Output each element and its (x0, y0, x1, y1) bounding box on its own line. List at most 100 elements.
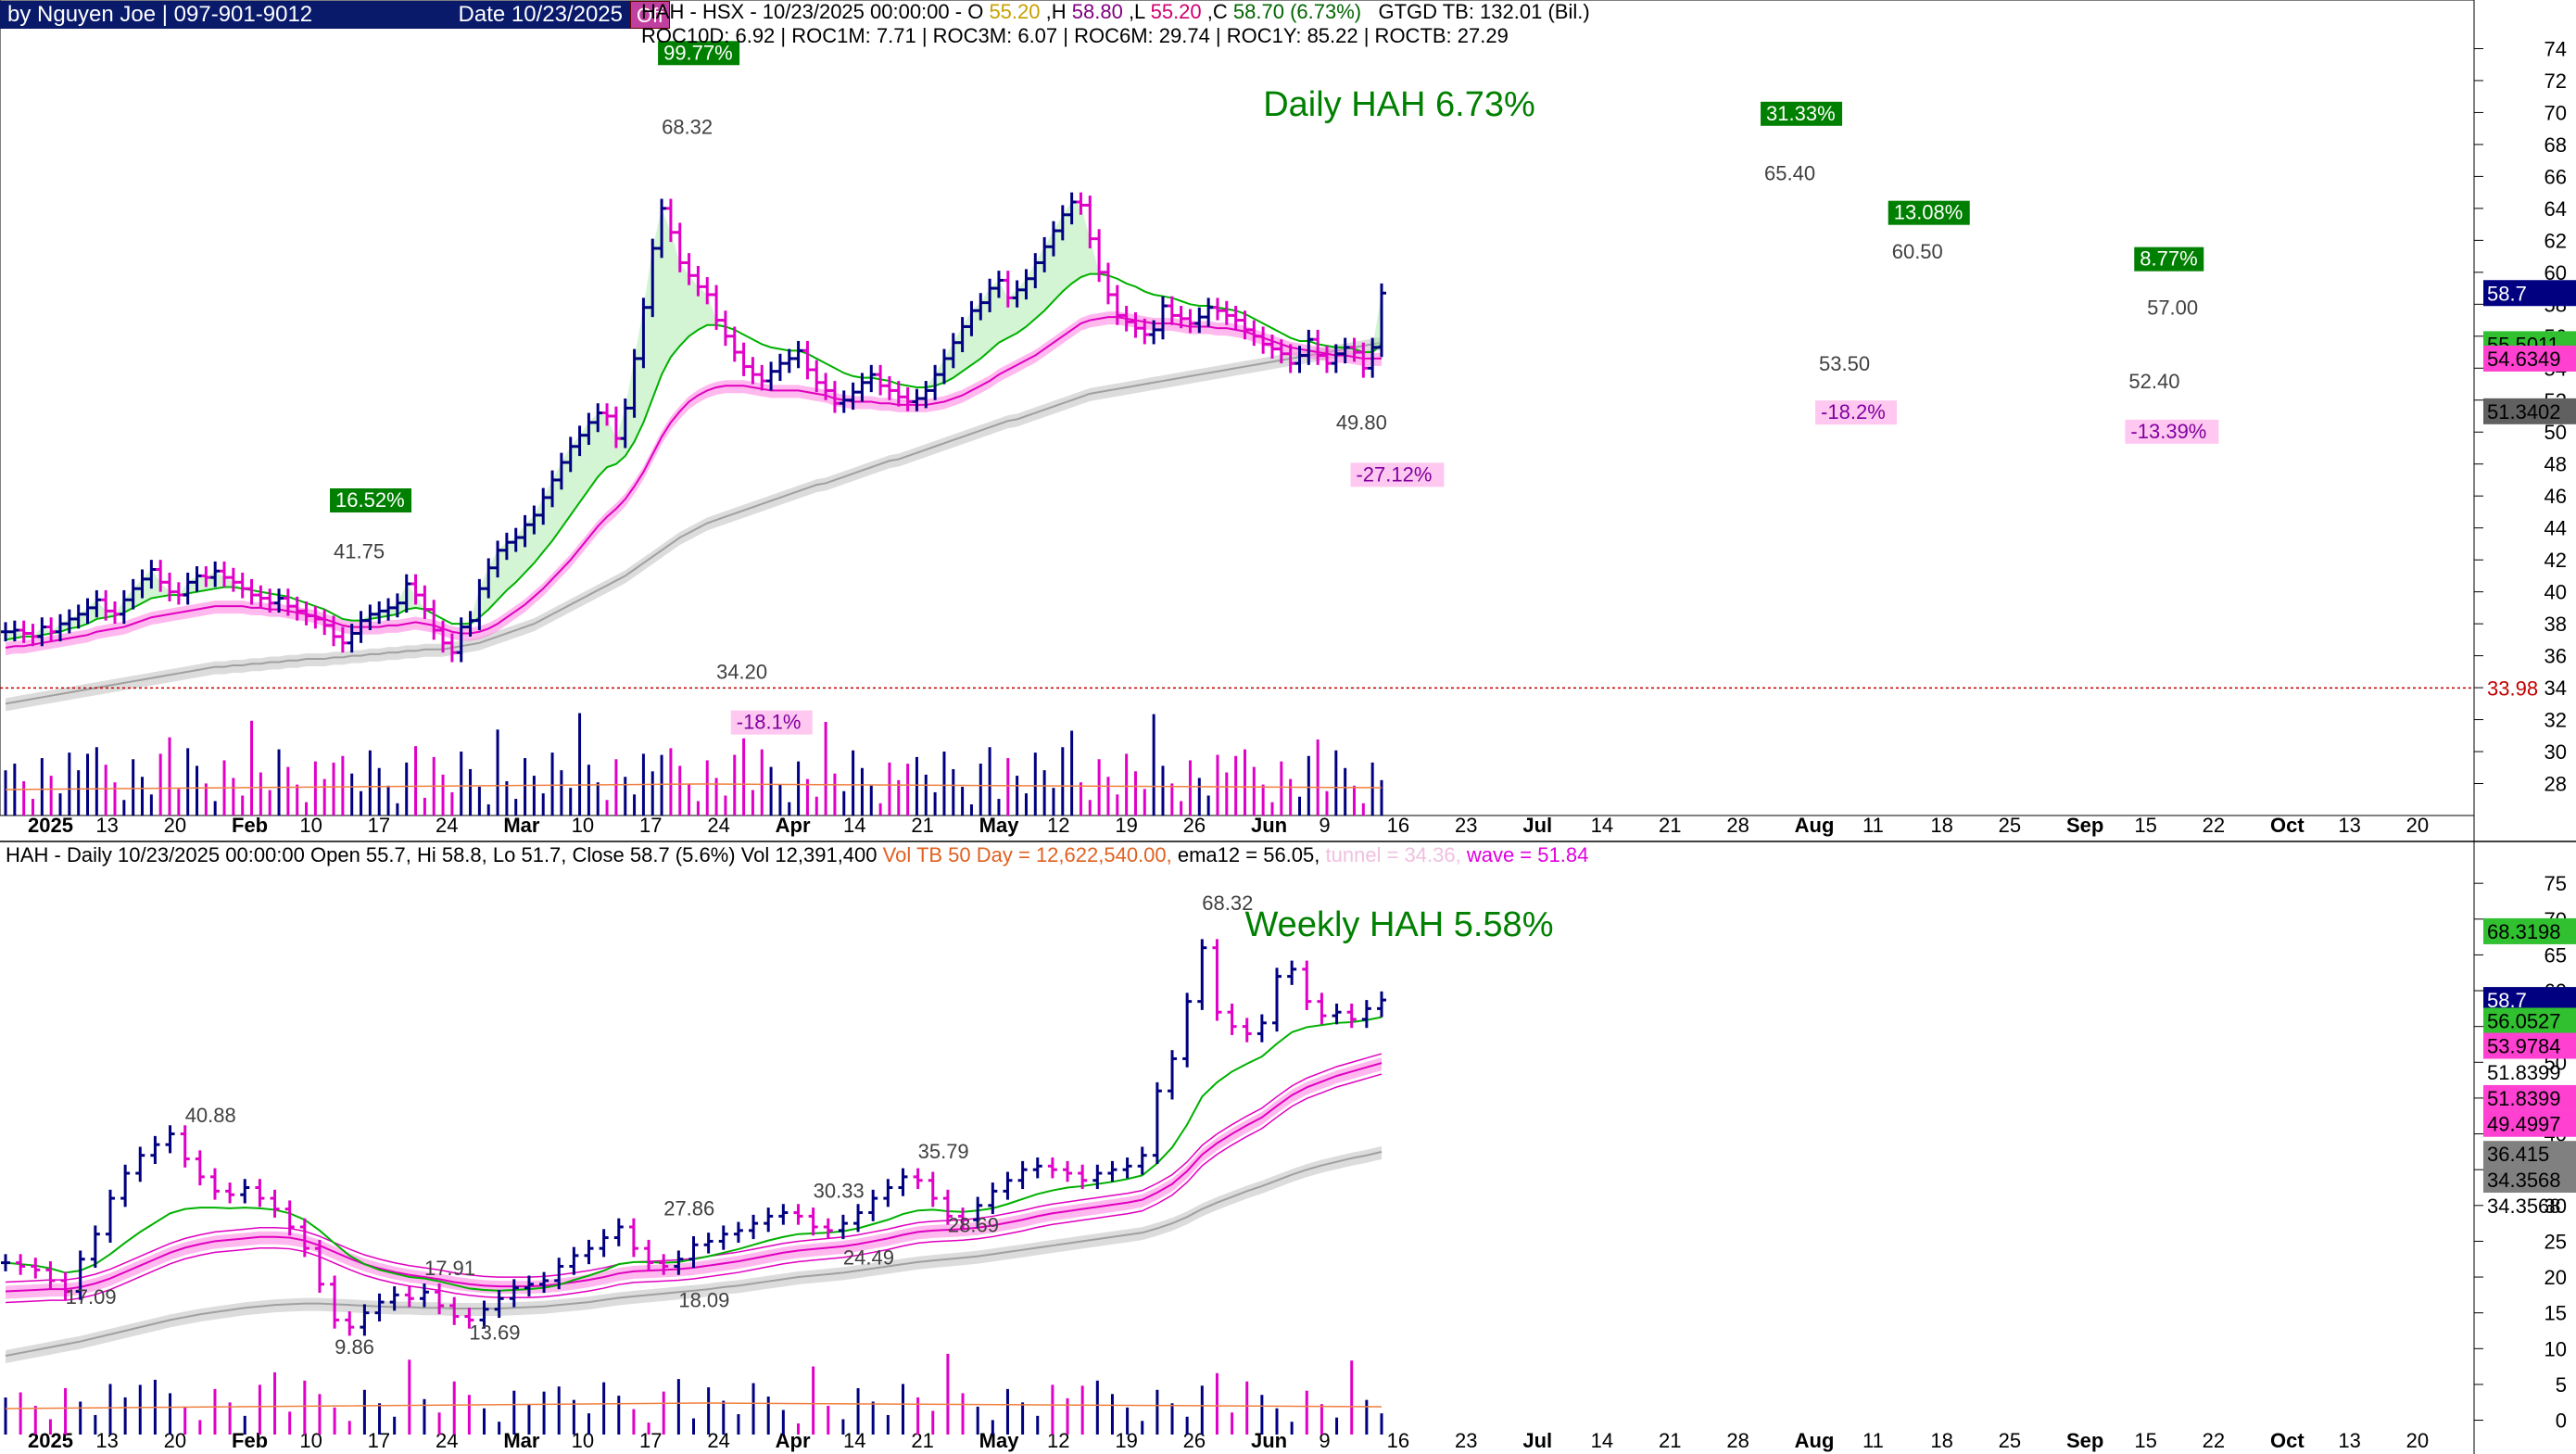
daily-ytick-label: 38 (2544, 613, 2567, 636)
weekly-ytick-label: 75 (2544, 872, 2567, 895)
weekly-value-tag-label: 68.3198 (2487, 920, 2561, 943)
quote-line: HAH - HSX - 10/23/2025 00:00:00 - O 55.2… (641, 0, 1590, 24)
daily-price-annotation: 49.80 (1336, 411, 1387, 435)
author-box: by Nguyen Joe | 097-901-9012 Date 10/23/… (0, 1, 630, 29)
daily-xtick-label: 24 (436, 814, 458, 837)
weekly-wave-edge-line (5, 1073, 1383, 1304)
daily-xtick-label: 14 (1591, 814, 1613, 837)
weekly-value-tag-box (2483, 1007, 2576, 1034)
weekly-xtick-label: 22 (2203, 1429, 2225, 1452)
weekly-price-annotation: 13.69 (469, 1321, 520, 1344)
weekly-xtick-label: 25 (1999, 1429, 2021, 1452)
daily-ytick-label: 42 (2544, 549, 2567, 572)
gtgd-value: GTGD TB: 132.01 (Bil.) (1378, 0, 1590, 23)
daily-pct-callout-label: 13.08% (1894, 201, 1964, 224)
daily-ytick-label: 68 (2544, 133, 2567, 157)
daily-xtick-label: Feb (232, 814, 268, 837)
daily-price-annotation: 65.40 (1764, 162, 1815, 185)
weekly-price-annotation: 17.09 (66, 1285, 117, 1309)
daily-xtick-label: 19 (1115, 814, 1137, 837)
daily-xtick-label: 21 (1659, 814, 1681, 837)
daily-value-tag-box (2483, 398, 2576, 424)
daily-ytick-label: 32 (2544, 709, 2567, 732)
weekly-chart-title: Weekly HAH 5.58% (1245, 905, 1554, 944)
daily-wave-band (6, 311, 1382, 655)
weekly-ytick-label: 25 (2544, 1230, 2567, 1253)
weekly-ytick-label: 0 (2556, 1410, 2567, 1433)
weekly-xtick-label: Jul (1522, 1429, 1552, 1452)
daily-pct-callout-label: 16.52% (335, 488, 405, 512)
daily-price-annotation: 68.32 (662, 115, 713, 138)
weekly-xtick-label: 17 (639, 1429, 662, 1452)
daily-xtick-label: 20 (2406, 814, 2429, 837)
weekly-price-annotation: 24.49 (843, 1245, 894, 1269)
daily-xtick-label: 25 (1999, 814, 2021, 837)
daily-ytick-label: 64 (2544, 197, 2567, 221)
info-vol-tb: Vol TB 50 Day = 12,622,540.00, (882, 843, 1172, 866)
weekly-xtick-label: 13 (2338, 1429, 2360, 1452)
low-label: ,L (1128, 0, 1145, 23)
info-wave: wave = 51.84 (1466, 843, 1589, 866)
weekly-value-tag-label: 36.415 (2487, 1143, 2549, 1166)
daily-xtick-label: 24 (707, 814, 729, 837)
daily-xtick-label: 17 (368, 814, 390, 837)
daily-drawdown-callout-label: -18.1% (737, 711, 802, 734)
daily-pct-callout-box (2134, 247, 2204, 272)
daily-xtick-label: 16 (1387, 814, 1409, 837)
daily-ema-line (5, 272, 1383, 641)
weekly-value-tag-label: 34.3568 (2487, 1195, 2561, 1218)
date-label: Date 10/23/2025 (458, 2, 623, 27)
daily-pct-callout-label: 31.33% (1766, 102, 1836, 125)
daily-volume-avg-line (5, 783, 1383, 790)
daily-ytick-label: 46 (2544, 485, 2567, 508)
weekly-xtick-label: 21 (1659, 1429, 1681, 1452)
weekly-xtick-label: 18 (1930, 1429, 1952, 1452)
weekly-xtick-label: 13 (95, 1429, 118, 1452)
weekly-value-tag-label: 53.9784 (2487, 1035, 2561, 1058)
weekly-xtick-label: May (979, 1429, 1020, 1452)
weekly-volume-avg-line (5, 1402, 1383, 1410)
off-button[interactable]: Off (630, 1, 670, 29)
weekly-price-annotation: 18.09 (678, 1289, 729, 1312)
daily-xtick-label: 13 (2338, 814, 2360, 837)
daily-pct-callout-box (1888, 200, 1970, 225)
weekly-value-tag-label: 51.8399 (2487, 1061, 2561, 1084)
daily-drawdown-callout-label: -13.39% (2130, 420, 2206, 443)
daily-ytick-label: 48 (2544, 453, 2567, 476)
weekly-xtick-label: Mar (503, 1429, 540, 1452)
weekly-price-annotation: 40.88 (185, 1104, 236, 1127)
daily-drawdown-callout-box (730, 710, 813, 735)
daily-ytick-label: 44 (2544, 517, 2567, 540)
daily-xtick-label: 15 (2134, 814, 2156, 837)
open-value: 55.20 (989, 0, 1041, 23)
daily-value-tag-label: 33.98 (2487, 676, 2538, 700)
daily-xtick-label: 20 (164, 814, 186, 837)
daily-price-annotation: 57.00 (2147, 297, 2198, 320)
high-value: 58.80 (1071, 0, 1123, 23)
weekly-xtick-label: 12 (1047, 1429, 1069, 1452)
weekly-value-tag-label: 49.4997 (2487, 1113, 2561, 1136)
daily-ema-fill (6, 201, 1382, 640)
weekly-ytick-label: 5 (2556, 1373, 2567, 1397)
weekly-price-annotation: 9.86 (335, 1335, 374, 1359)
daily-xtick-label: Sep (2066, 814, 2103, 837)
daily-pct-callout-box (330, 487, 412, 512)
quote-prefix: HAH - HSX - 10/23/2025 00:00:00 - O (641, 0, 984, 23)
daily-xtick-label: 2025 (28, 814, 73, 837)
daily-pct-callout-box (658, 41, 740, 66)
roc-line: ROC10D: 6.92 | ROC1M: 7.71 | ROC3M: 6.07… (641, 24, 1509, 47)
daily-ytick-label: 70 (2544, 101, 2567, 124)
weekly-value-tag-label: 51.8399 (2487, 1087, 2561, 1110)
daily-drawdown-callout-box (1350, 462, 1445, 487)
daily-xtick-label: 28 (1726, 814, 1749, 837)
daily-ytick-label: 40 (2544, 581, 2567, 604)
weekly-xtick-label: 28 (1726, 1429, 1749, 1452)
daily-xtick-label: 18 (1930, 814, 1952, 837)
daily-xtick-label: 17 (639, 814, 662, 837)
daily-xtick-label: 26 (1183, 814, 1206, 837)
weekly-xtick-label: Sep (2066, 1429, 2103, 1452)
daily-xtick-label: Jun (1251, 814, 1287, 837)
daily-ytick-label: 30 (2544, 740, 2567, 764)
weekly-xtick-label: Oct (2270, 1429, 2305, 1452)
